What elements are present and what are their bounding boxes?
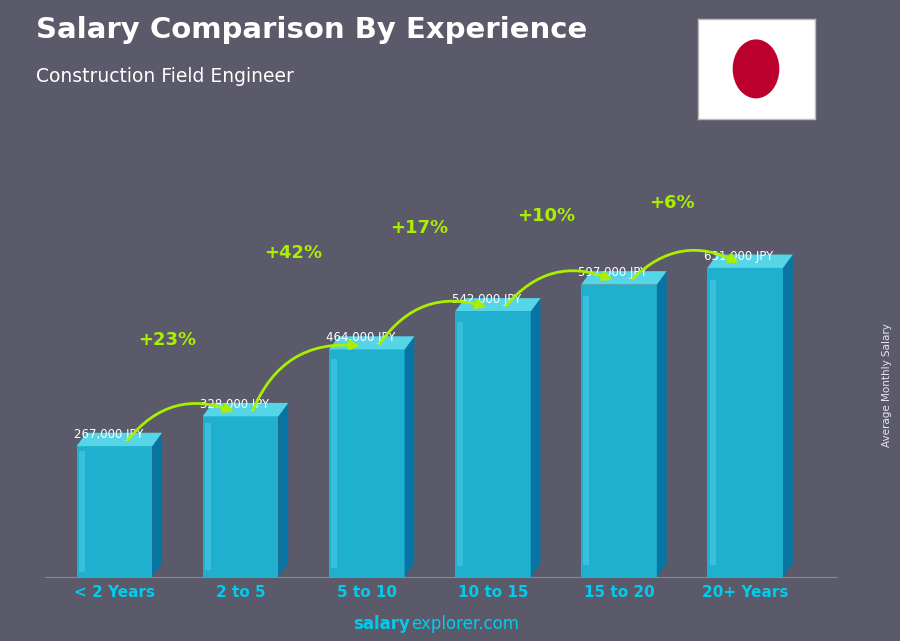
- Text: +6%: +6%: [649, 194, 695, 212]
- Polygon shape: [707, 268, 783, 577]
- Text: +23%: +23%: [139, 331, 196, 349]
- Polygon shape: [581, 285, 657, 577]
- Polygon shape: [531, 298, 541, 577]
- Text: +10%: +10%: [517, 206, 575, 224]
- Polygon shape: [455, 298, 541, 312]
- Polygon shape: [707, 254, 793, 268]
- Text: 542,000 JPY: 542,000 JPY: [452, 293, 521, 306]
- Polygon shape: [328, 350, 404, 577]
- Text: 597,000 JPY: 597,000 JPY: [579, 266, 648, 279]
- Text: 328,000 JPY: 328,000 JPY: [200, 398, 269, 411]
- Text: +42%: +42%: [265, 244, 322, 262]
- Polygon shape: [152, 433, 162, 577]
- Polygon shape: [79, 451, 85, 572]
- Text: +17%: +17%: [391, 219, 449, 237]
- Text: Construction Field Engineer: Construction Field Engineer: [36, 67, 294, 87]
- Polygon shape: [278, 403, 288, 577]
- Text: 631,000 JPY: 631,000 JPY: [705, 249, 774, 263]
- Polygon shape: [657, 271, 667, 577]
- Polygon shape: [328, 337, 414, 350]
- Text: salary: salary: [353, 615, 410, 633]
- Polygon shape: [404, 337, 414, 577]
- Text: Average Monthly Salary: Average Monthly Salary: [881, 322, 892, 447]
- Polygon shape: [455, 312, 531, 577]
- Circle shape: [734, 40, 778, 97]
- Polygon shape: [581, 271, 667, 285]
- Polygon shape: [331, 359, 338, 568]
- Text: 267,000 JPY: 267,000 JPY: [74, 428, 143, 441]
- Text: explorer.com: explorer.com: [411, 615, 519, 633]
- Polygon shape: [783, 254, 793, 577]
- Polygon shape: [76, 433, 162, 446]
- Polygon shape: [709, 280, 716, 565]
- Polygon shape: [202, 403, 288, 416]
- Polygon shape: [202, 416, 278, 577]
- Text: Salary Comparison By Experience: Salary Comparison By Experience: [36, 16, 587, 44]
- Polygon shape: [583, 296, 590, 565]
- Polygon shape: [205, 422, 211, 570]
- Polygon shape: [457, 322, 464, 566]
- Polygon shape: [76, 446, 152, 577]
- Text: 464,000 JPY: 464,000 JPY: [326, 331, 395, 344]
